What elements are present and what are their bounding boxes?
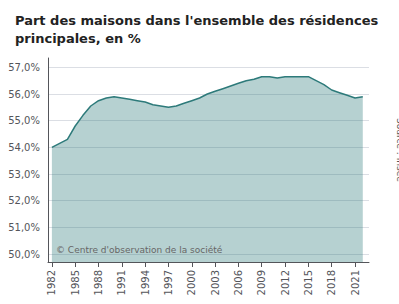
svg-text:principales, en %: principales, en % [15,31,141,46]
svg-text:1982: 1982 [46,270,57,295]
svg-text:2003: 2003 [210,270,221,295]
svg-text:57,0%: 57,0% [8,62,40,73]
svg-text:51,0%: 51,0% [8,222,40,233]
svg-text:54,0%: 54,0% [8,142,40,153]
svg-text:1985: 1985 [70,270,81,295]
svg-text:50,0%: 50,0% [8,249,40,260]
svg-text:1991: 1991 [116,270,127,295]
svg-text:56,0%: 56,0% [8,89,40,100]
svg-text:1997: 1997 [163,270,174,295]
svg-text:© Centre d'observation de la s: © Centre d'observation de la société [56,245,223,255]
svg-text:Source : Insee: Source : Insee [395,118,399,182]
svg-text:52,0%: 52,0% [8,195,40,206]
svg-text:2009: 2009 [256,270,267,295]
svg-text:2021: 2021 [350,270,361,295]
svg-text:55,0%: 55,0% [8,115,40,126]
svg-text:2015: 2015 [303,270,314,295]
svg-text:2012: 2012 [280,270,291,295]
svg-text:Part des maisons dans l'ensemb: Part des maisons dans l'ensemble des rés… [15,13,378,28]
svg-text:1988: 1988 [93,270,104,295]
svg-text:2018: 2018 [326,270,337,295]
svg-text:2000: 2000 [186,270,197,295]
svg-text:2006: 2006 [233,270,244,295]
svg-text:53,0%: 53,0% [8,169,40,180]
svg-text:1994: 1994 [140,270,151,295]
